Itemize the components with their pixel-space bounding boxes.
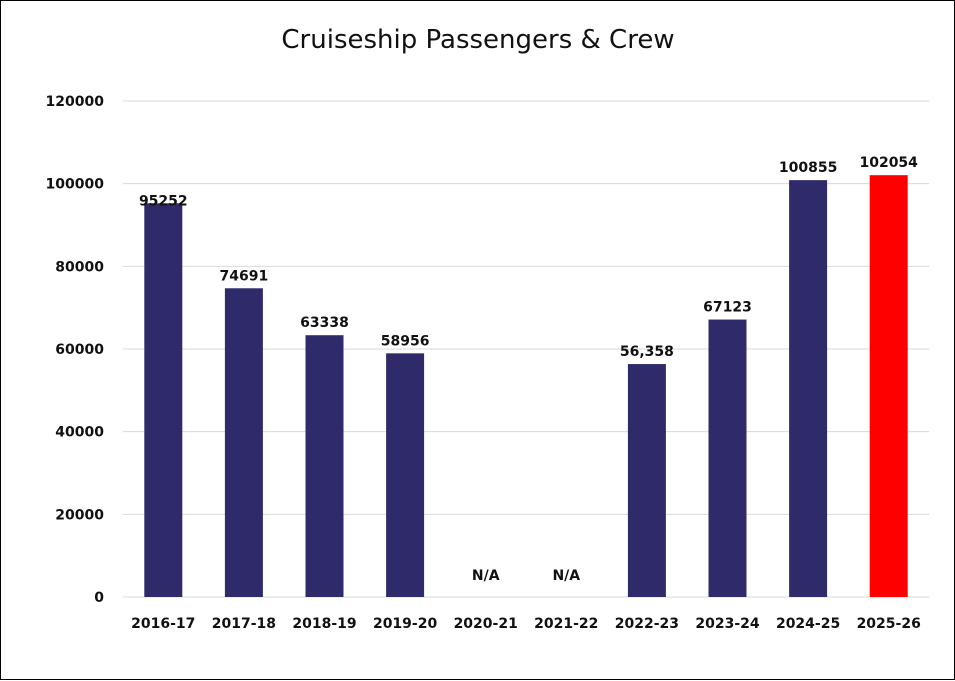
x-tick-label: 2021-22 bbox=[534, 616, 598, 632]
x-tick-label: 2025-26 bbox=[857, 616, 921, 632]
x-tick-label: 2018-19 bbox=[292, 616, 356, 632]
y-tick-label: 100000 bbox=[46, 177, 105, 193]
data-label: 74691 bbox=[220, 268, 269, 284]
x-tick-label: 2017-18 bbox=[212, 616, 276, 632]
bar bbox=[144, 203, 183, 597]
bar bbox=[305, 335, 344, 597]
y-tick-label: 0 bbox=[94, 590, 104, 606]
data-label: N/A bbox=[472, 568, 500, 584]
bar bbox=[386, 353, 425, 597]
bar bbox=[789, 180, 828, 597]
data-label: 100855 bbox=[779, 160, 837, 176]
x-tick-label: 2020-21 bbox=[454, 616, 518, 632]
bar bbox=[869, 175, 908, 597]
data-label: 95252 bbox=[139, 193, 188, 209]
data-labels: 95252 74691 63338 58956 N/A N/A 56,358 67123 100… bbox=[139, 155, 918, 584]
data-label: N/A bbox=[552, 568, 580, 584]
x-tick-label: 2019-20 bbox=[373, 616, 438, 632]
data-label: 56,358 bbox=[620, 344, 674, 360]
data-label: 58956 bbox=[381, 333, 430, 349]
y-tick-label: 80000 bbox=[55, 259, 104, 275]
x-axis-ticks: 2016-17 2017-18 2018-19 2019-20 2020-21 2021-… bbox=[131, 616, 921, 632]
y-tick-label: 120000 bbox=[46, 94, 105, 110]
x-tick-label: 2016-17 bbox=[131, 616, 195, 632]
x-tick-label: 2023-24 bbox=[695, 616, 760, 632]
y-axis-ticks: 0 20000 40000 60000 80000 100000 120000 bbox=[46, 94, 105, 606]
bar bbox=[708, 319, 747, 597]
x-tick-label: 2024-25 bbox=[776, 616, 840, 632]
y-tick-label: 40000 bbox=[55, 425, 104, 441]
chart-title: Cruiseship Passengers & Crew bbox=[281, 25, 674, 55]
data-label: 63338 bbox=[300, 315, 349, 331]
bar bbox=[224, 288, 263, 597]
data-label: 102054 bbox=[859, 155, 918, 171]
x-tick-label: 2022-23 bbox=[615, 616, 679, 632]
data-label: 67123 bbox=[703, 300, 752, 316]
bar bbox=[627, 364, 666, 597]
bars bbox=[144, 175, 908, 597]
y-tick-label: 20000 bbox=[55, 507, 104, 523]
y-tick-label: 60000 bbox=[55, 342, 104, 358]
